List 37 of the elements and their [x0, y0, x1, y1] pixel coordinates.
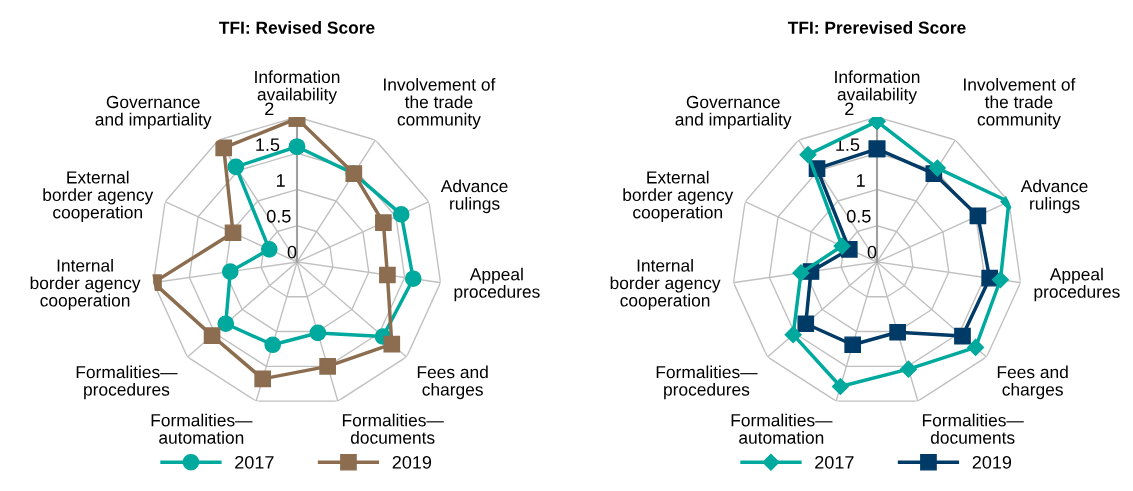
spoke-label: Formalities— automation — [731, 413, 833, 444]
spoke-label: Appeal procedures — [454, 267, 540, 302]
spoke-label: Formalities— procedures — [656, 365, 758, 400]
spoke-label: Information availability — [255, 70, 340, 104]
legend-label: 2017 — [235, 455, 274, 469]
spoke-label: Appeal procedures — [1034, 267, 1120, 302]
y-tick-label: 1 — [276, 174, 285, 187]
spoke-label: Formalities— documents — [342, 413, 444, 444]
spoke-label: Governance and impartiality — [95, 95, 212, 130]
spoke-label: External border agency cooperation — [623, 170, 734, 222]
spoke-label: Involvement of the trade community — [964, 77, 1076, 130]
spoke-label: Governance and impartiality — [675, 95, 792, 130]
spoke-label: Internal border agency cooperation — [610, 258, 721, 311]
legend-label: 2019 — [972, 455, 1012, 469]
y-tick-label: 0 — [287, 245, 297, 259]
spoke-label: Internal border agency cooperation — [30, 258, 141, 311]
spoke-label: Formalities— procedures — [76, 365, 178, 400]
spoke-label: Information availability — [835, 70, 920, 104]
spoke-label: Advance rulings — [440, 179, 508, 214]
spoke-label: Formalities— documents — [922, 413, 1024, 444]
y-tick-label: 0 — [867, 245, 877, 259]
legend-label: 2019 — [392, 455, 432, 469]
spoke-label: Involvement of the trade community — [384, 77, 496, 130]
y-tick-label: 1.5 — [256, 138, 280, 152]
chart-title: TFI: Prerevised Score — [787, 21, 966, 34]
y-tick-label: 1 — [856, 174, 865, 187]
chart-title: TFI: Revised Score — [219, 21, 375, 34]
spoke-label: External border agency cooperation — [43, 170, 154, 222]
legend-label: 2017 — [815, 455, 854, 469]
spoke-label: Advance rulings — [1020, 179, 1088, 214]
y-tick-label: 2 — [265, 102, 274, 116]
spoke-label: Fees and charges — [417, 365, 488, 400]
spoke-label: Formalities— automation — [151, 413, 253, 444]
y-tick-label: 0.5 — [846, 209, 871, 223]
y-tick-label: 2 — [845, 102, 854, 116]
spoke-label: Fees and charges — [997, 365, 1068, 400]
y-tick-label: 0.5 — [266, 209, 291, 223]
